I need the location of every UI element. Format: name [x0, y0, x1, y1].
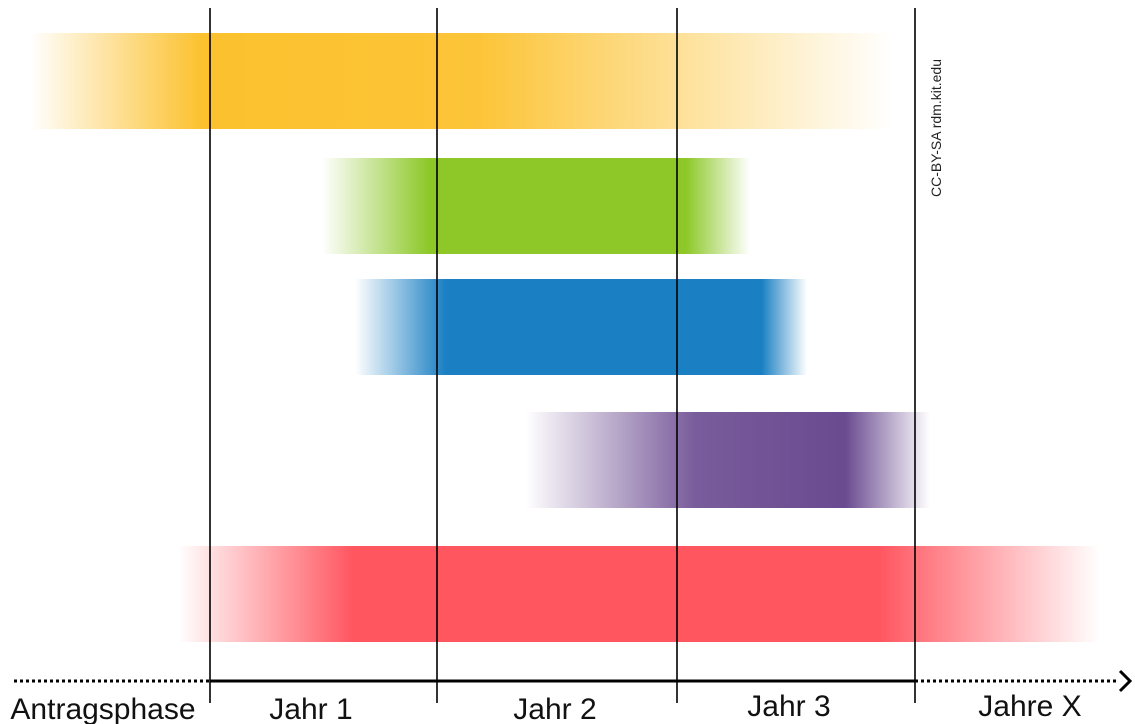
phase-label-jahre-x: Jahre X: [978, 690, 1081, 723]
license-note: CC-BY-SA rdm.kit.edu: [928, 59, 944, 197]
yellow-bar: [30, 33, 892, 129]
purple-bar: [525, 412, 930, 508]
phase-label-antragsphase: Antragsphase: [10, 693, 195, 724]
phase-label-jahr-3: Jahr 3: [747, 690, 830, 723]
axis-arrow-icon: [1118, 669, 1133, 693]
phase-label-jahr-1: Jahr 1: [269, 693, 352, 724]
blue-bar: [355, 279, 807, 375]
green-bar: [322, 158, 750, 254]
red-bar: [178, 546, 1100, 642]
phase-label-jahr-2: Jahr 2: [513, 693, 596, 724]
